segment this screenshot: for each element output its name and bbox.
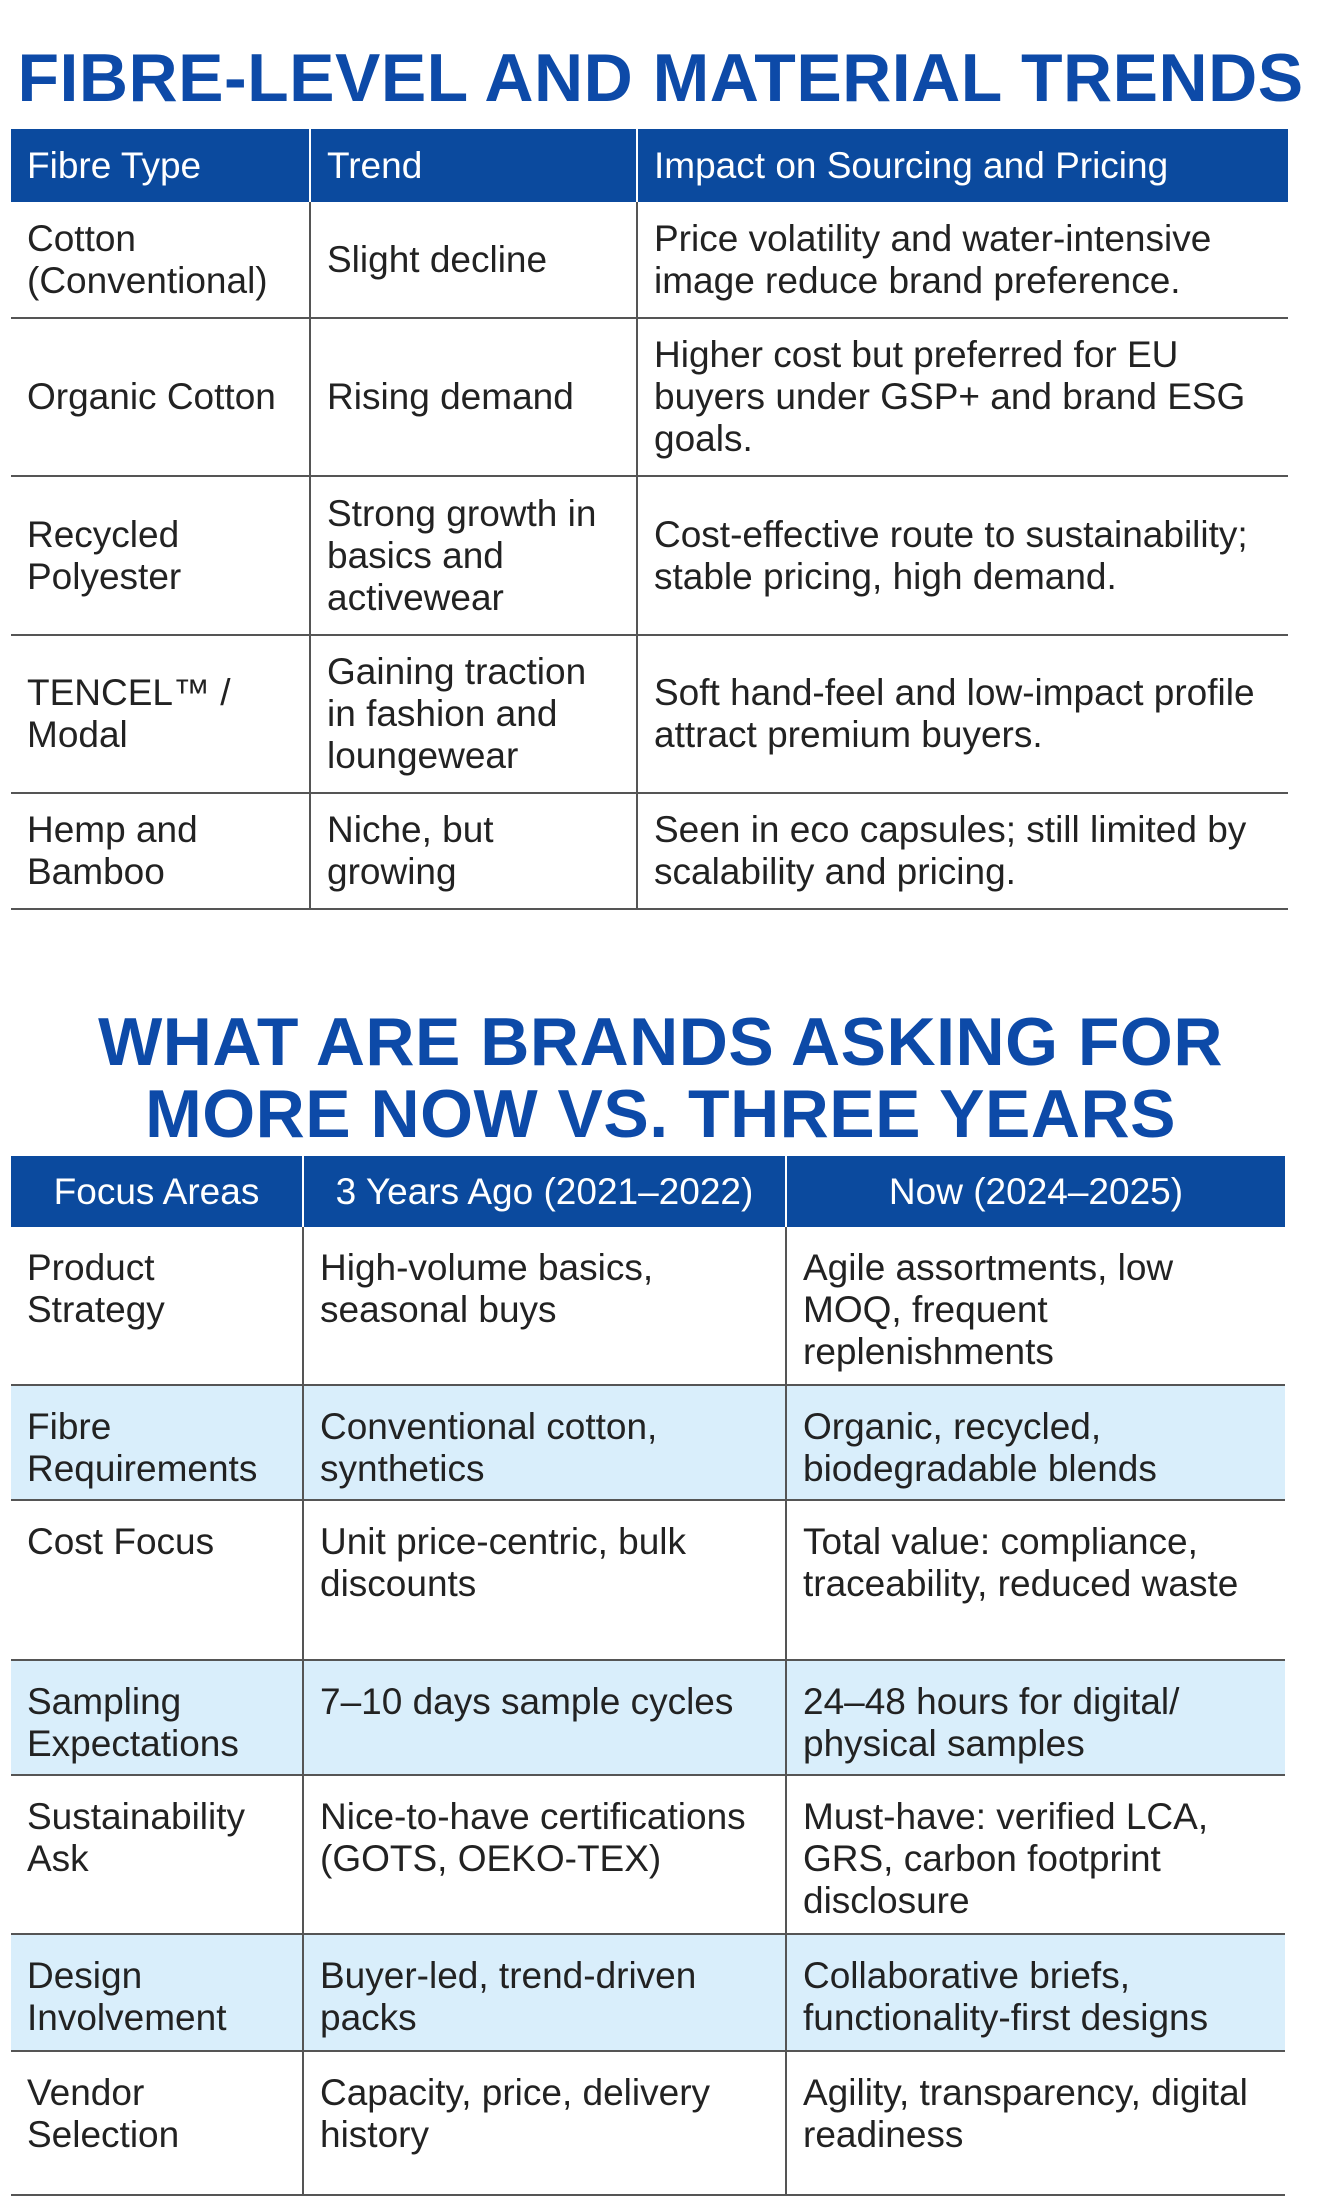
- table-cell: Niche, but growing: [311, 794, 638, 908]
- table-cell: Agile assortments, low MOQ, frequent rep…: [803, 1247, 1174, 1372]
- header-row: Fibre Type Trend Impact on Sourcing and Pr…: [11, 129, 1288, 202]
- header-row: Focus Areas 3 Years Ago (2021–2022) Now (2…: [11, 1156, 1285, 1227]
- title: WHAT ARE BRANDS ASKING FOR MORE NOW VS. …: [98, 1004, 1223, 1222]
- table-cell: Total value: compliance, traceability, r…: [803, 1521, 1239, 1604]
- table-cell: Seen in eco capsules; still limited by s…: [654, 809, 1247, 892]
- table-cell: TENCEL™ / Modal: [11, 636, 311, 792]
- table-cell: Gaining traction in fashion and loungewe…: [311, 636, 638, 792]
- header-cell: 3 Years Ago (2021–2022): [304, 1156, 787, 1227]
- title: FIBRE-LEVEL AND MATERIAL TRENDS: [17, 40, 1304, 116]
- table-cell: Cost Focus: [11, 1501, 304, 1659]
- header-cell: Fibre Type: [11, 129, 311, 202]
- table-row: Hemp and Bamboo Niche, but growing Seen in…: [11, 794, 1288, 910]
- table-cell: Higher cost but preferred for EU buyers …: [654, 334, 1246, 459]
- header-cell: Focus Areas: [11, 1156, 304, 1227]
- table-row: Fibre Requirements Conventional cotton, s…: [11, 1386, 1285, 1501]
- table-cell: 24–48 hours for digital/ physical sample…: [803, 1681, 1180, 1764]
- table-cell: Cost-effective route to sustainability; …: [654, 513, 1248, 597]
- table-row: Organic Cotton Rising demand Higher cost b…: [11, 319, 1288, 477]
- table-row: Sampling Expectations 7–10 days sample cy…: [11, 1661, 1285, 1776]
- table-cell: Sampling Expectations: [11, 1661, 304, 1774]
- table-cell: Conventional cotton, synthetics: [304, 1386, 787, 1499]
- table-cell: Vendor Selection: [11, 2052, 304, 2194]
- table-cell: Slight decline: [311, 202, 638, 317]
- table-cell: Nice-to-have certifications (GOTS, OEKO-…: [304, 1776, 787, 1933]
- table-cell: Agility, transparency, digital readiness: [803, 2072, 1248, 2155]
- table-row: Sustainability Ask Nice-to-have certifica…: [11, 1776, 1285, 1935]
- table-cell: Organic Cotton: [11, 319, 311, 475]
- table-row: Cost Focus Unit price-centric, bulk disco…: [11, 1501, 1285, 1661]
- table-row: Product Strategy High-volume basics, seas…: [11, 1227, 1285, 1386]
- table-cell: Capacity, price, delivery history: [304, 2052, 787, 2194]
- table-cell: High-volume basics, seasonal buys: [304, 1227, 787, 1384]
- table-row: Design Involvement Buyer-led, trend-drive…: [11, 1935, 1285, 2052]
- table-cell: Design Involvement: [11, 1935, 304, 2050]
- table-cell: Fibre Requirements: [11, 1386, 304, 1499]
- table-cell: Cotton (Conventional): [11, 202, 311, 317]
- table-cell: Collaborative briefs, functionality-firs…: [803, 1955, 1209, 2038]
- table-cell: Hemp and Bamboo: [11, 794, 311, 908]
- table-cell: Must-have: verified LCA, GRS, carbon foo…: [803, 1796, 1209, 1921]
- table-cell: Organic, recycled, biodegradable blends: [803, 1406, 1157, 1489]
- table-cell: Buyer-led, trend-driven packs: [304, 1935, 787, 2050]
- table-row: Cotton (Conventional) Slight decline Price…: [11, 202, 1288, 319]
- table-row: Vendor Selection Capacity, price, deliver…: [11, 2052, 1285, 2196]
- header-cell: Impact on Sourcing and Pricing: [654, 144, 1169, 186]
- table-cell: Strong growth in basics and activewear: [311, 477, 638, 634]
- table-cell: Product Strategy: [11, 1227, 304, 1384]
- header-cell: Now (2024–2025): [888, 1170, 1184, 1212]
- table-cell: Soft hand-feel and low-impact profile at…: [654, 672, 1255, 755]
- table-cell: 7–10 days sample cycles: [304, 1661, 787, 1774]
- table-row: TENCEL™ / Modal Gaining traction in fashi…: [11, 636, 1288, 794]
- table-cell: Rising demand: [311, 319, 638, 475]
- table-cell: Sustainability Ask: [11, 1776, 304, 1933]
- table-cell: Unit price-centric, bulk discounts: [304, 1501, 787, 1659]
- table-row: Recycled Polyester Strong growth in basic…: [11, 477, 1288, 636]
- header-cell: Trend: [311, 129, 638, 202]
- page: FIBRE-LEVEL AND MATERIAL TRENDS Fibre Ty…: [11, 40, 1304, 2196]
- table-cell: Recycled Polyester: [11, 477, 311, 634]
- table-cell: Price volatility and water-intensive ima…: [654, 217, 1212, 301]
